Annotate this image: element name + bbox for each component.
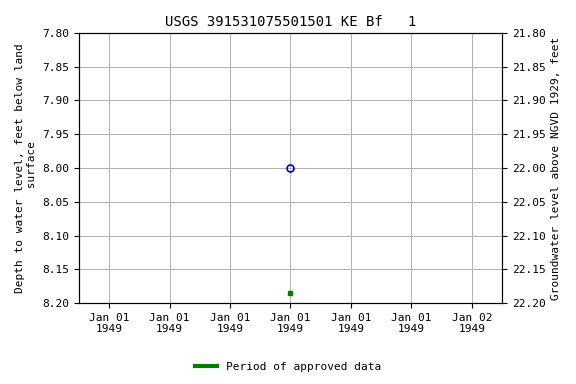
Legend: Period of approved data: Period of approved data bbox=[191, 358, 385, 377]
Title: USGS 391531075501501 KE Bf   1: USGS 391531075501501 KE Bf 1 bbox=[165, 15, 416, 29]
Y-axis label: Depth to water level, feet below land
 surface: Depth to water level, feet below land su… bbox=[15, 43, 37, 293]
Y-axis label: Groundwater level above NGVD 1929, feet: Groundwater level above NGVD 1929, feet bbox=[551, 36, 561, 300]
